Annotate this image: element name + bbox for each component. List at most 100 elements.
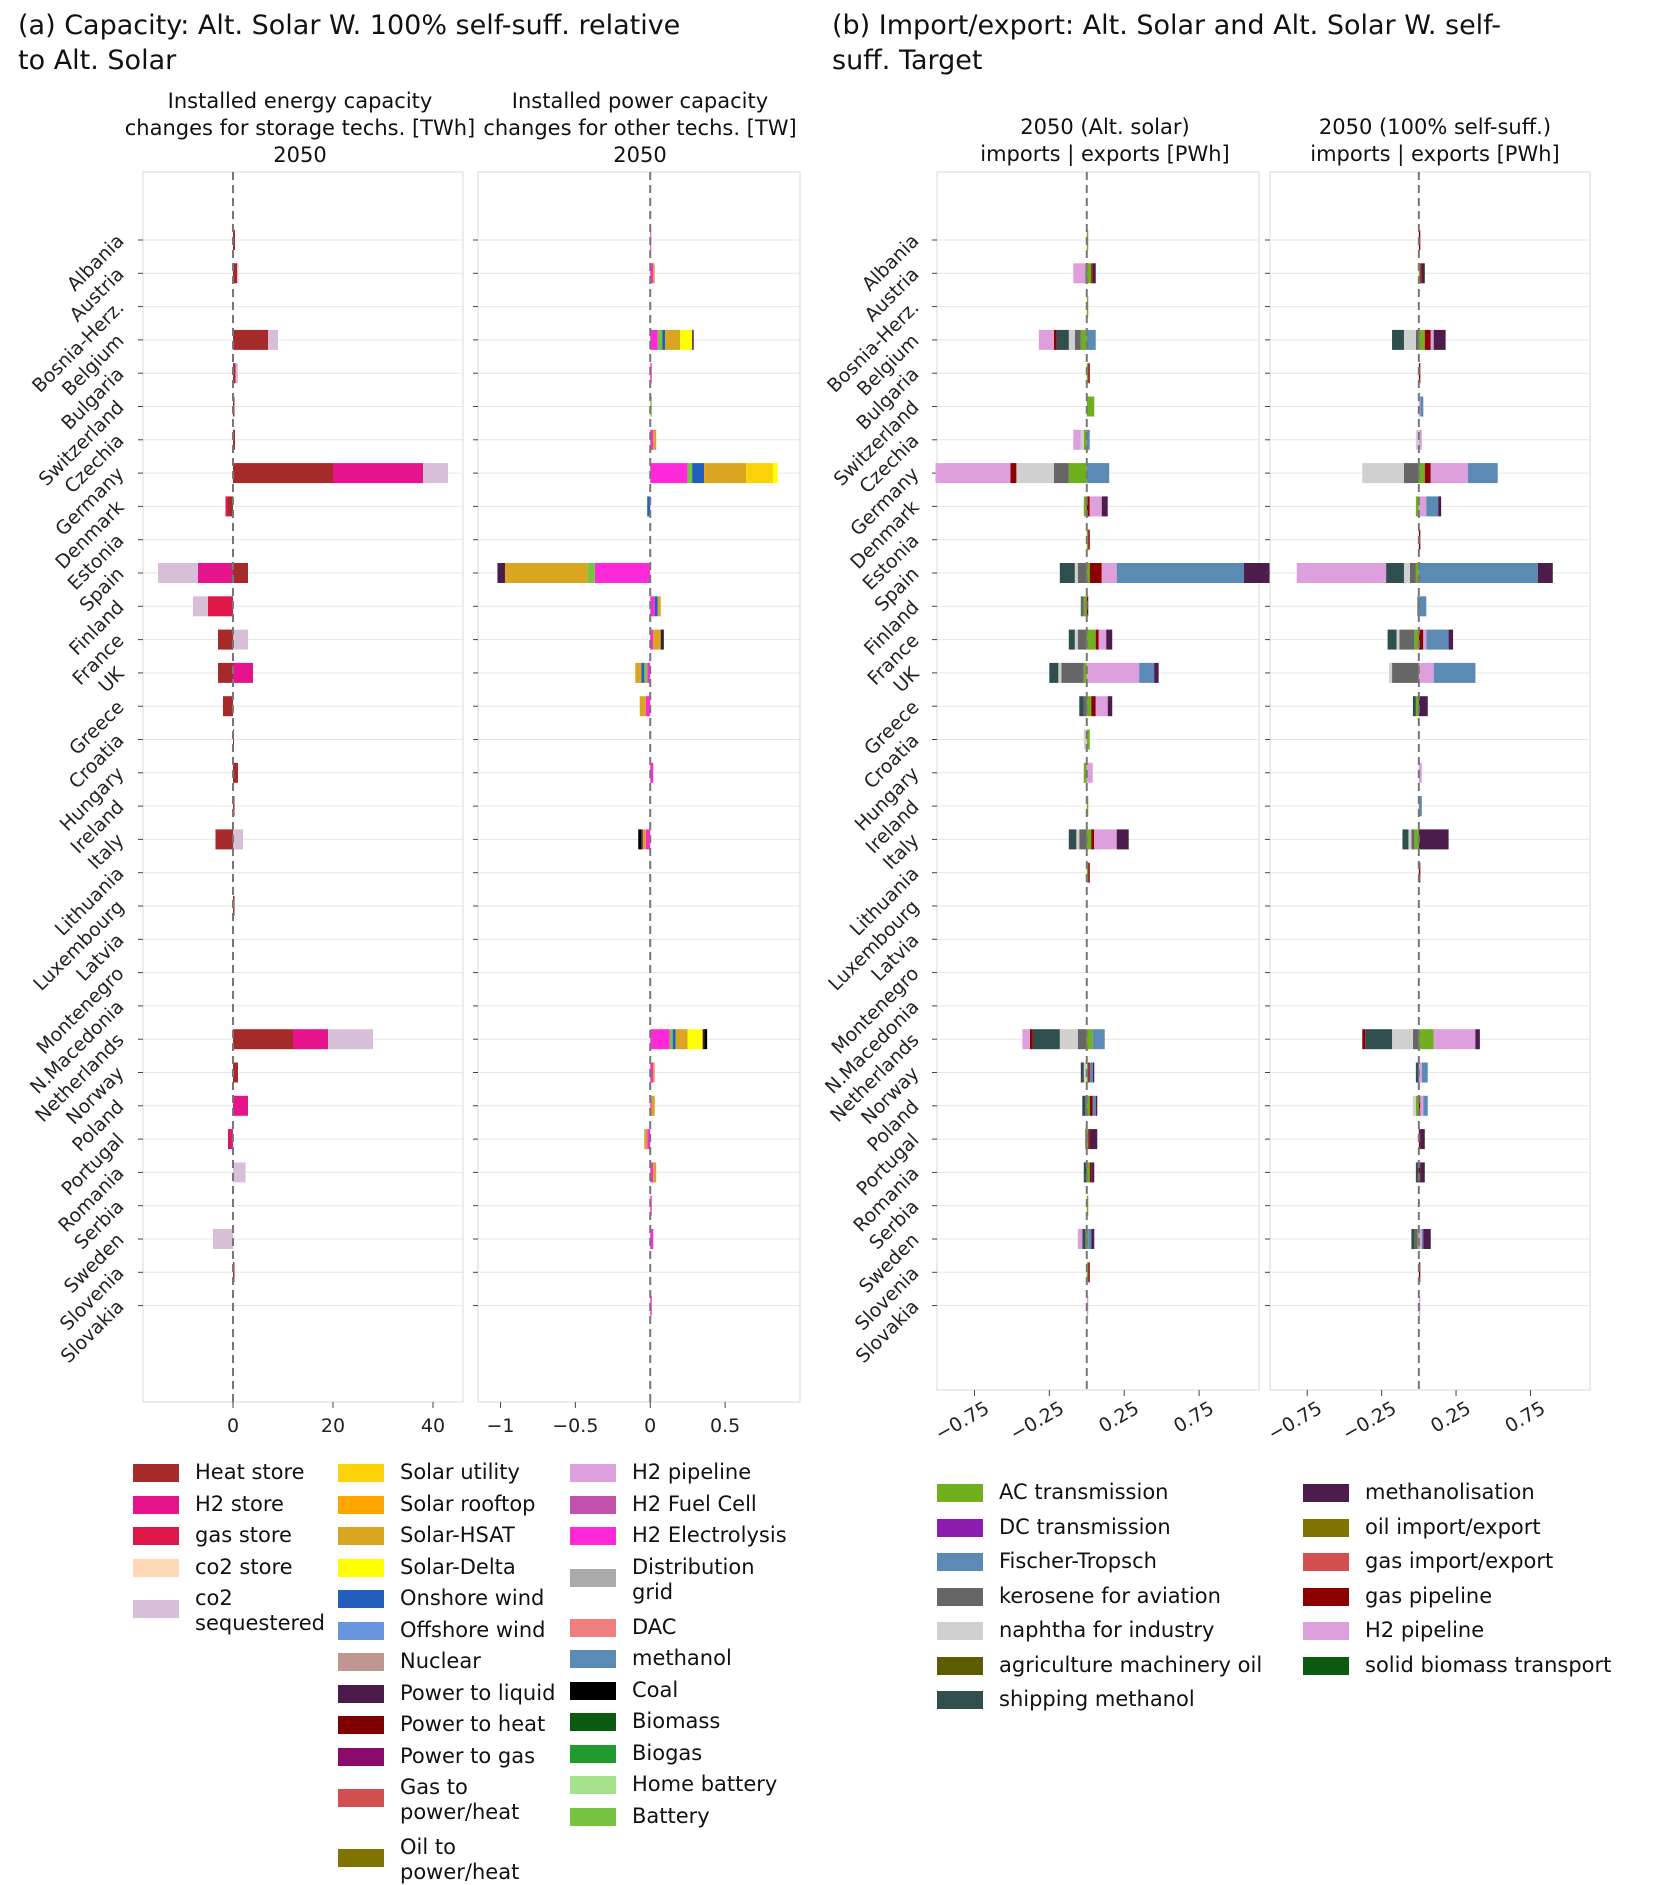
legend-item: H2 Electrolysis	[570, 1523, 787, 1548]
legend-swatch	[570, 1744, 616, 1763]
plot-a1-title-line2: changes for storage techs. [TWh]	[124, 116, 476, 140]
bar-segment	[237, 263, 239, 284]
legend-label: Power to liquid	[400, 1680, 556, 1705]
bar-segment	[647, 662, 651, 683]
bar-segment	[660, 629, 663, 650]
bar-segment	[1083, 1062, 1087, 1083]
legend-item: methanolisation	[1303, 1480, 1535, 1505]
bar-segment	[1411, 1229, 1415, 1249]
bar-segment	[1420, 1129, 1425, 1150]
legend-swatch	[338, 1495, 384, 1514]
plot-a1-title-line3: 2050	[273, 143, 327, 167]
bar-segment	[1091, 829, 1095, 850]
plot-a2-title: Installed power capacity changes for oth…	[470, 88, 810, 169]
legend-item: Onshore wind	[338, 1586, 544, 1611]
x-tick-label: 0.25	[1095, 1397, 1143, 1437]
bar-segment	[647, 496, 651, 517]
bar-segment	[333, 463, 423, 484]
bar-segment	[1088, 1062, 1090, 1083]
legend-swatch	[570, 1495, 616, 1514]
legend-swatch	[570, 1713, 616, 1732]
legend-label: agriculture machinery oil	[999, 1652, 1263, 1677]
legend-item: H2 pipeline	[570, 1460, 751, 1485]
bar-segment	[1086, 762, 1093, 783]
bar-segment	[641, 662, 645, 683]
legend-item: Solar-HSAT	[338, 1523, 515, 1548]
bar-segment	[1086, 329, 1096, 350]
bar-segment	[650, 1229, 654, 1249]
legend-label: gas import/export	[1365, 1549, 1554, 1573]
bar-segment	[1038, 329, 1054, 350]
bar-segment	[1080, 596, 1084, 617]
bar-segment	[653, 429, 657, 450]
legend-item: Coal	[570, 1678, 678, 1703]
bar-segment	[650, 1029, 670, 1050]
bar-segment	[687, 463, 693, 484]
legend-label: Heat store	[195, 1460, 305, 1484]
bar-segment	[1402, 829, 1409, 850]
bar-segment	[1403, 463, 1419, 484]
bar-segment	[1092, 1029, 1105, 1050]
plot-b2-title-line2: imports | exports [PWh]	[1310, 142, 1560, 166]
bar-segment	[1088, 529, 1090, 550]
bar-segment	[1089, 1062, 1093, 1083]
bar-segment	[1080, 1062, 1084, 1083]
legend-label: H2 store	[195, 1491, 284, 1516]
bar-segment	[1086, 796, 1089, 817]
bar-segment	[1408, 829, 1412, 850]
bar-segment	[1086, 629, 1096, 650]
panel-a-title-line1: (a) Capacity: Alt. Solar W. 100% self-su…	[18, 10, 681, 41]
bar-segment	[635, 662, 642, 683]
bar-segment	[225, 496, 228, 517]
bar-segment	[1079, 829, 1087, 850]
bar-segment	[1016, 463, 1054, 484]
bar-segment	[935, 463, 1011, 484]
legend-item: Oil to power/heat	[338, 1835, 519, 1885]
legend-label: H2 Electrolysis	[632, 1523, 787, 1547]
panel-b-title: (b) Import/export: Alt. Solar and Alt. S…	[832, 8, 1501, 78]
bar-segment	[1089, 496, 1102, 517]
bar-segment	[1418, 1262, 1421, 1283]
legend-label: Solar-HSAT	[400, 1523, 515, 1547]
plot-4: −0.75 −0.25 0.25 0.75	[1264, 171, 1591, 1445]
legend-swatch	[570, 1650, 616, 1669]
bar-segment	[1068, 463, 1087, 484]
bar-segment	[587, 563, 595, 583]
bar-segment	[233, 729, 234, 750]
bar-segment	[1059, 563, 1075, 583]
bar-segment	[233, 263, 237, 284]
bar-segment	[1074, 329, 1081, 350]
bar-segment	[1086, 396, 1095, 417]
bar-segment	[215, 829, 233, 850]
bar-segment	[653, 1062, 655, 1083]
x-tick-label: 0	[227, 1415, 239, 1437]
legend-label: Power to heat	[400, 1712, 546, 1736]
legend-label: Gas to power/heat	[400, 1775, 520, 1824]
bar-segment	[1088, 1229, 1092, 1249]
bar-segment	[1448, 629, 1454, 650]
bar-segment	[1056, 329, 1069, 350]
bar-segment	[1418, 1095, 1421, 1116]
bar-segment	[1073, 263, 1086, 284]
bar-segment	[642, 829, 646, 850]
bar-segment	[1083, 662, 1087, 683]
bar-segment	[1154, 662, 1159, 683]
plot-a1-title: Installed energy capacity changes for st…	[110, 88, 490, 169]
legend-label: Home battery	[632, 1772, 778, 1797]
legend-swatch	[937, 1553, 983, 1571]
plot-b2-title: 2050 (100% self-suff.) imports | exports…	[1270, 114, 1600, 168]
bar-segment	[1086, 1162, 1090, 1183]
bar-segment	[1362, 463, 1404, 484]
bar-segment	[1418, 829, 1449, 850]
legend-swatch	[1303, 1656, 1349, 1675]
bar-segment	[218, 629, 233, 650]
plot-2: −1 −0.5 0 0.5	[473, 171, 801, 1437]
plot-frame	[477, 171, 801, 1403]
bar-segment	[1074, 629, 1078, 650]
bar-segment	[1022, 1029, 1030, 1050]
bar-segment	[675, 1029, 688, 1050]
bar-segment	[1095, 696, 1108, 717]
bar-segment	[1421, 263, 1425, 284]
legend-item: DC transmission	[937, 1515, 1171, 1540]
bar-segment	[1086, 729, 1090, 750]
